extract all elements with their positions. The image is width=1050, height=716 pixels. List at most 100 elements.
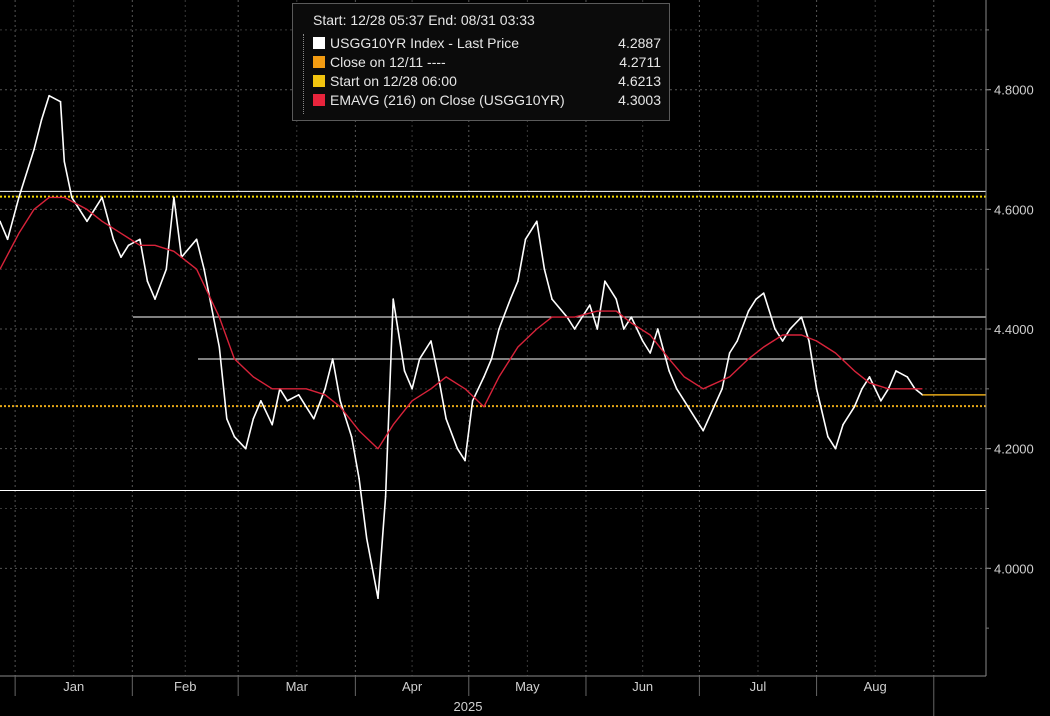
y-tick-label: 4.4000 bbox=[994, 322, 1034, 337]
legend-row-last-price[interactable]: USGG10YR Index - Last Price 4.2887 bbox=[313, 34, 661, 52]
data-point bbox=[868, 376, 871, 378]
legend-row-close[interactable]: Close on 12/11 ---- 4.2711 bbox=[313, 53, 661, 71]
series-group bbox=[0, 94, 986, 600]
x-tick-label: Jan bbox=[63, 679, 84, 694]
data-point bbox=[139, 238, 141, 241]
data-point bbox=[120, 256, 122, 259]
legend-value: 4.2887 bbox=[618, 35, 661, 51]
data-point bbox=[411, 388, 413, 390]
data-point bbox=[781, 340, 784, 342]
data-point bbox=[286, 400, 289, 402]
y-tick-label: 4.0000 bbox=[994, 561, 1034, 576]
data-point bbox=[324, 388, 326, 390]
data-point bbox=[880, 400, 882, 402]
data-point bbox=[33, 148, 35, 151]
data-point bbox=[260, 400, 262, 402]
legend-header: Start: 12/28 05:37 End: 08/31 03:33 bbox=[313, 12, 535, 28]
legend-value: 4.3003 bbox=[618, 92, 661, 108]
legend-label: Close on 12/11 ---- bbox=[330, 54, 446, 70]
reference-lines bbox=[0, 190, 986, 492]
data-point bbox=[146, 280, 149, 282]
data-point bbox=[403, 370, 406, 372]
data-point bbox=[195, 238, 198, 241]
data-point bbox=[808, 340, 810, 342]
data-point bbox=[615, 298, 618, 300]
data-point bbox=[861, 388, 863, 390]
data-point bbox=[728, 352, 731, 354]
grid-lines bbox=[0, 0, 986, 676]
ema-swatch bbox=[313, 94, 325, 106]
data-point bbox=[683, 400, 686, 402]
data-point bbox=[543, 268, 546, 271]
data-point bbox=[218, 346, 221, 348]
data-point bbox=[93, 208, 96, 211]
legend-row-start[interactable]: Start on 12/28 06:00 4.6213 bbox=[313, 72, 661, 90]
data-point bbox=[203, 268, 205, 271]
data-point bbox=[358, 477, 360, 480]
data-point bbox=[305, 405, 308, 408]
legend-tree-line bbox=[303, 34, 312, 114]
x-tick-label: Mar bbox=[286, 679, 309, 694]
x-tick-label: Jun bbox=[632, 679, 653, 694]
data-point bbox=[517, 280, 519, 282]
data-point bbox=[271, 423, 273, 426]
data-point bbox=[483, 376, 485, 378]
data-point bbox=[573, 328, 576, 330]
data-point bbox=[895, 370, 897, 372]
data-point bbox=[736, 340, 738, 342]
data-point bbox=[445, 417, 447, 420]
data-point bbox=[154, 298, 156, 300]
data-point bbox=[853, 405, 856, 408]
data-point bbox=[244, 447, 247, 450]
data-point bbox=[588, 304, 591, 306]
y-tick-label: 4.8000 bbox=[994, 83, 1034, 98]
data-point bbox=[339, 400, 342, 402]
x-tick-label: Apr bbox=[402, 679, 423, 694]
legend-label: USGG10YR Index - Last Price bbox=[330, 35, 520, 51]
data-point bbox=[622, 328, 625, 330]
data-point bbox=[721, 388, 723, 390]
data-point bbox=[834, 447, 837, 450]
data-point bbox=[437, 376, 440, 378]
data-point bbox=[173, 196, 175, 199]
data-point bbox=[649, 352, 652, 354]
data-point bbox=[48, 94, 50, 97]
data-point bbox=[252, 417, 255, 420]
close-swatch bbox=[313, 56, 325, 68]
start-swatch bbox=[313, 75, 325, 87]
data-point bbox=[350, 435, 353, 438]
data-point bbox=[827, 435, 829, 438]
x-tick-label: May bbox=[515, 679, 540, 694]
data-point bbox=[365, 537, 368, 540]
last-price-swatch bbox=[313, 37, 325, 49]
data-point bbox=[312, 417, 315, 420]
data-point bbox=[297, 394, 300, 396]
data-point bbox=[418, 358, 421, 360]
data-point bbox=[702, 429, 704, 432]
legend-value: 4.6213 bbox=[618, 73, 661, 89]
data-point bbox=[755, 298, 757, 300]
data-point bbox=[551, 298, 553, 300]
x-tick-label: Jul bbox=[750, 679, 767, 694]
legend-row-ema[interactable]: EMAVG (216) on Close (USGG10YR) 4.3003 bbox=[313, 91, 661, 109]
data-point bbox=[384, 495, 387, 498]
data-point bbox=[762, 292, 765, 294]
data-point bbox=[464, 459, 466, 462]
data-point bbox=[331, 358, 334, 360]
data-point bbox=[233, 435, 236, 438]
data-point bbox=[63, 160, 66, 163]
x-tick-label: Aug bbox=[864, 679, 887, 694]
data-point bbox=[641, 340, 644, 342]
legend-label: Start on 12/28 06:00 bbox=[330, 73, 457, 89]
data-point bbox=[815, 388, 818, 390]
data-point bbox=[127, 244, 130, 247]
data-point bbox=[226, 417, 228, 420]
data-point bbox=[112, 238, 115, 241]
data-point bbox=[789, 328, 791, 330]
y-tick-label: 4.2000 bbox=[994, 442, 1034, 457]
legend-box: Start: 12/28 05:37 End: 08/31 03:33 USGG… bbox=[292, 3, 670, 121]
data-point bbox=[630, 316, 633, 318]
data-point bbox=[18, 196, 20, 199]
data-point bbox=[86, 220, 88, 223]
